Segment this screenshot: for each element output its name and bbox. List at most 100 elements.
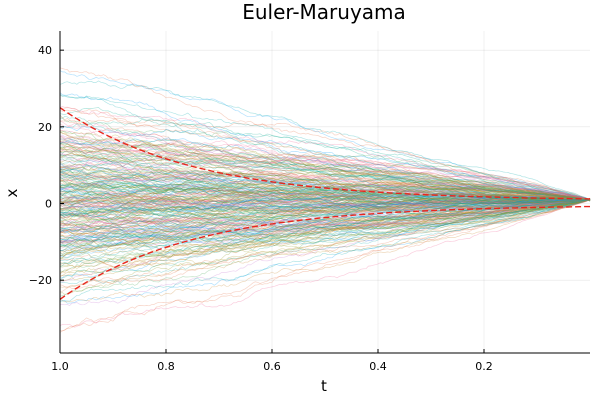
y-tick-label: 0 — [45, 198, 52, 211]
sample-path — [59, 116, 591, 201]
sample-path — [59, 173, 591, 201]
sample-path — [59, 198, 591, 280]
sample-path — [59, 199, 591, 260]
sample-path — [59, 179, 591, 201]
sample-path — [59, 125, 591, 201]
sample-path — [59, 198, 591, 231]
sample-path — [59, 183, 591, 201]
sample-path — [59, 190, 591, 206]
sample-path — [59, 199, 591, 268]
sample-path — [59, 199, 591, 243]
sample-path — [59, 131, 591, 201]
sample-path — [59, 199, 591, 282]
sample-path — [59, 194, 591, 209]
sample-path — [59, 122, 591, 201]
sample-path — [59, 114, 591, 200]
sample-path — [59, 197, 591, 208]
sample-path — [59, 171, 591, 201]
sample-path — [59, 195, 591, 216]
sample-path — [60, 161, 591, 201]
sample-path — [59, 199, 591, 268]
sample-path — [59, 181, 591, 205]
sample-path — [59, 183, 591, 201]
sample-path — [59, 193, 591, 211]
sample-path — [59, 159, 591, 202]
sample-path — [60, 130, 591, 200]
sample-path — [59, 198, 591, 241]
sample-path — [59, 183, 591, 201]
sample-path — [59, 196, 591, 210]
sample-path — [59, 144, 591, 201]
sample-path — [59, 183, 591, 200]
sample-path — [59, 183, 591, 200]
sample-path — [59, 199, 591, 242]
sample-path — [59, 190, 591, 204]
sample-path — [59, 199, 591, 238]
sample-path — [59, 195, 591, 245]
sample-path — [59, 195, 591, 209]
sample-path — [59, 143, 591, 200]
sample-path — [59, 107, 591, 200]
sample-path — [60, 166, 591, 201]
sample-path — [59, 199, 591, 242]
sample-path — [59, 145, 591, 201]
sample-path — [59, 198, 591, 243]
sample-path — [59, 192, 591, 207]
sample-path — [59, 198, 591, 241]
sample-path — [59, 171, 591, 201]
sample-path — [59, 197, 591, 224]
sample-path — [59, 199, 591, 303]
sample-path — [59, 156, 591, 201]
sample-path — [59, 197, 591, 220]
sample-path — [59, 199, 591, 217]
sample-path — [59, 120, 591, 200]
sample-path — [59, 180, 591, 202]
sample-path — [59, 189, 591, 211]
sample-path — [59, 198, 591, 244]
sample-path — [59, 192, 591, 228]
x-tick-label: 0.4 — [369, 360, 387, 373]
sample-path — [59, 199, 591, 219]
sample-path — [59, 184, 591, 202]
sample-path — [59, 199, 591, 233]
sample-path — [59, 163, 591, 200]
sample-path — [59, 140, 591, 201]
sample-path — [60, 199, 591, 307]
sample-path — [59, 193, 591, 219]
chart-title: Euler-Maruyama — [242, 0, 406, 24]
sample-path — [59, 199, 591, 292]
sample-path — [59, 196, 591, 211]
sample-path — [59, 186, 591, 206]
sample-path — [59, 198, 591, 214]
sample-path — [59, 170, 591, 200]
sample-path — [59, 192, 591, 213]
sample-path — [59, 199, 591, 235]
sample-path — [59, 67, 591, 200]
sample-path — [59, 198, 591, 333]
sample-path — [59, 154, 591, 200]
sample-path — [59, 172, 591, 201]
envelope-lower-curve — [59, 205, 590, 300]
sample-path — [59, 153, 591, 200]
sample-path — [59, 199, 591, 295]
sample-path — [59, 190, 591, 221]
sample-path — [59, 199, 591, 213]
sample-path — [59, 189, 591, 209]
sample-path — [59, 199, 591, 258]
sample-path — [59, 197, 591, 239]
sample-path — [59, 199, 591, 328]
sample-path — [59, 198, 591, 242]
sample-path — [59, 194, 591, 210]
sample-path — [59, 198, 591, 248]
sample-path — [59, 199, 590, 259]
sample-path — [59, 196, 591, 217]
sample-path — [59, 189, 591, 205]
sample-path — [59, 150, 591, 200]
sample-path — [59, 116, 591, 200]
sample-path — [59, 195, 591, 212]
sample-path — [59, 107, 591, 200]
sample-path — [59, 171, 591, 201]
sample-path — [59, 198, 591, 279]
sample-path — [59, 199, 591, 247]
